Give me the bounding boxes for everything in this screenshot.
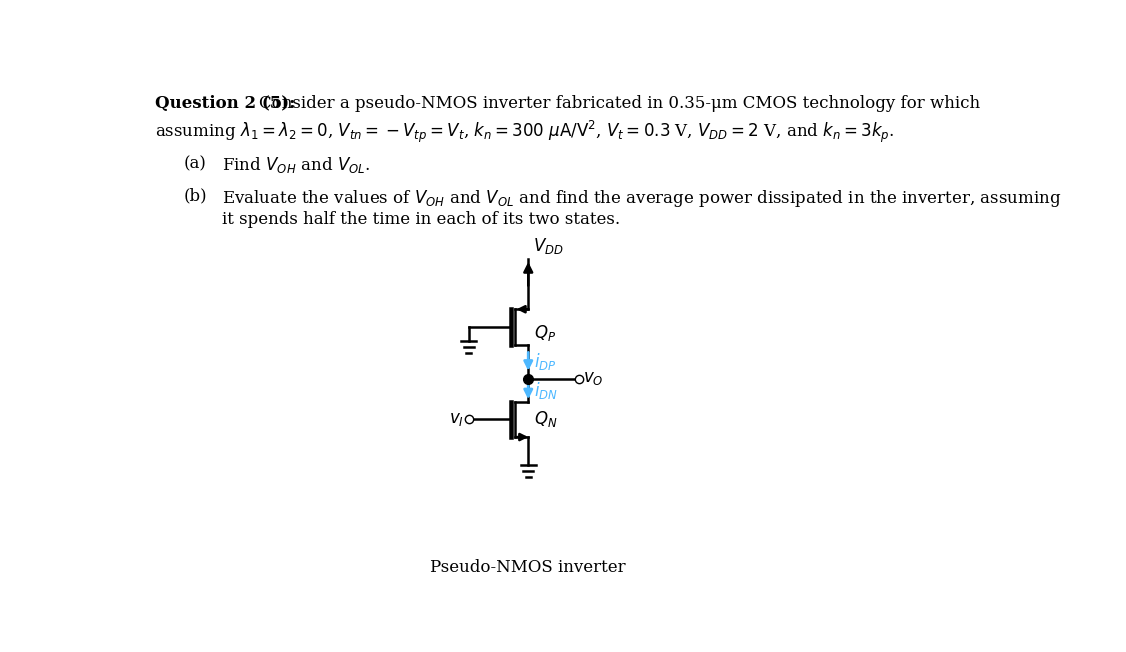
Text: it spends half the time in each of its two states.: it spends half the time in each of its t… [222, 211, 620, 228]
Text: Evaluate the values of $V_{OH}$ and $V_{OL}$ and find the average power dissipat: Evaluate the values of $V_{OH}$ and $V_{… [222, 188, 1062, 209]
Text: Question 2 (5):: Question 2 (5): [154, 95, 295, 112]
Text: (a): (a) [184, 155, 206, 172]
Text: (b): (b) [184, 188, 207, 205]
Text: Consider a pseudo-NMOS inverter fabricated in 0.35-μm CMOS technology for which: Consider a pseudo-NMOS inverter fabricat… [259, 95, 980, 112]
Text: assuming $\lambda_1 = \lambda_2 = 0$, $V_{tn} = -V_{tp} = V_t$, $k_n = 300\ \mu\: assuming $\lambda_1 = \lambda_2 = 0$, $V… [154, 118, 894, 145]
Text: $i_{DN}$: $i_{DN}$ [535, 379, 558, 400]
Text: $i_{DP}$: $i_{DP}$ [535, 351, 557, 372]
Text: $v_O$: $v_O$ [583, 370, 604, 387]
Text: Find $V_{OH}$ and $V_{OL}$.: Find $V_{OH}$ and $V_{OL}$. [222, 155, 370, 175]
Text: Pseudo-NMOS inverter: Pseudo-NMOS inverter [430, 559, 626, 576]
Text: $V_{DD}$: $V_{DD}$ [533, 236, 564, 256]
Text: $Q_P$: $Q_P$ [535, 323, 556, 343]
Text: $Q_N$: $Q_N$ [535, 409, 557, 430]
Text: $v_I$: $v_I$ [449, 411, 464, 428]
